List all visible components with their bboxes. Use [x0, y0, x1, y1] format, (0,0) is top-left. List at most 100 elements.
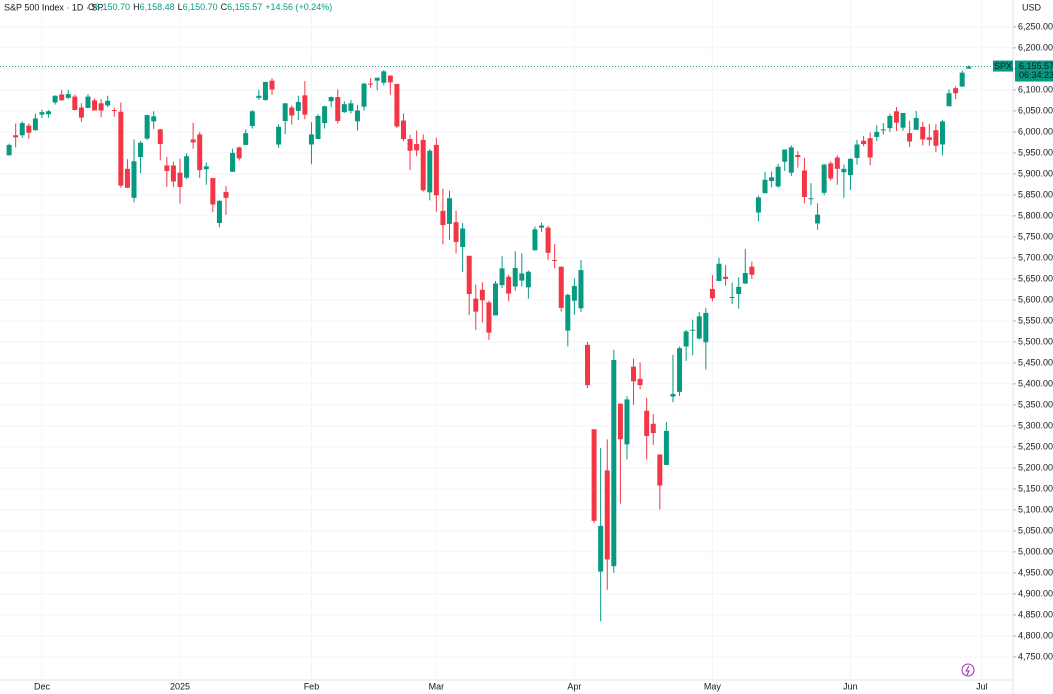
y-tick-label: 5,050.00 — [1018, 525, 1053, 535]
y-tick-label: 6,000.00 — [1018, 126, 1053, 136]
candle-body — [92, 100, 98, 111]
candle-body — [801, 170, 807, 197]
y-tick-label: 6,100.00 — [1018, 84, 1053, 94]
candle-body — [532, 229, 538, 251]
y-tick-label: 5,800.00 — [1018, 210, 1053, 220]
candle-body — [565, 294, 571, 331]
candle-body — [46, 111, 52, 115]
candle-body — [190, 139, 196, 143]
candle-body — [98, 103, 104, 111]
candle-body — [236, 147, 242, 159]
candle-body — [348, 103, 354, 111]
candle-body — [847, 158, 853, 176]
candle-body — [657, 454, 663, 486]
candle-body — [631, 366, 637, 382]
candle-body — [262, 81, 268, 100]
x-tick-label: May — [704, 681, 722, 691]
candle-body — [118, 111, 124, 186]
candle-body — [164, 165, 170, 171]
candle-body — [479, 289, 485, 301]
candle-body — [289, 107, 295, 116]
candle-body — [854, 144, 860, 158]
y-tick-label: 5,700.00 — [1018, 252, 1053, 262]
ohlc-value: 6,150.70 — [95, 2, 130, 12]
y-tick-label: 5,500.00 — [1018, 336, 1053, 346]
candle-body — [276, 126, 282, 145]
candle-body — [755, 197, 761, 213]
candle-body — [920, 126, 926, 140]
candle-body — [558, 266, 564, 308]
y-tick-label: 5,000.00 — [1018, 546, 1053, 556]
candle-body — [598, 525, 604, 572]
candle-body — [742, 273, 748, 284]
candle-body — [230, 152, 236, 172]
candle-body — [644, 410, 650, 436]
candle-body — [59, 94, 65, 101]
ohlc-key: L — [178, 2, 183, 12]
candle-body — [453, 222, 459, 242]
candle-body — [650, 423, 656, 434]
y-tick-label: 5,400.00 — [1018, 378, 1053, 388]
candle-body — [709, 288, 715, 299]
ohlc-values: O6,150.70 H6,158.48 L6,150.70 C6,155.57 +14.… — [88, 2, 332, 12]
candle-body — [624, 399, 630, 445]
candle-body — [506, 276, 512, 294]
candle-body — [105, 100, 111, 106]
x-tick-label: 2025 — [170, 681, 190, 691]
candle-body — [354, 110, 360, 122]
candle-body — [611, 359, 617, 567]
candle-body — [880, 129, 886, 131]
candle-body — [637, 378, 643, 386]
candle-body — [394, 84, 400, 127]
candle-body — [414, 144, 420, 151]
candle-body — [335, 97, 341, 121]
candle-body — [552, 259, 558, 261]
candle-body — [841, 168, 847, 173]
candle-body — [519, 273, 525, 281]
ohlc-value: 6,150.70 — [183, 2, 218, 12]
y-tick-label: 5,150.00 — [1018, 483, 1053, 493]
y-tick-label: 5,750.00 — [1018, 231, 1053, 241]
candle-body — [512, 267, 518, 287]
candle-body — [696, 316, 702, 339]
candle-body — [907, 133, 913, 142]
candle-body — [867, 138, 873, 158]
lightning-icon[interactable] — [961, 663, 975, 677]
candle-body — [861, 140, 867, 145]
price-tag: 6,155.57 — [1019, 61, 1053, 71]
candle-body — [762, 179, 768, 194]
candle-body — [795, 154, 801, 158]
candle-body — [433, 144, 439, 196]
candle-body — [571, 286, 577, 301]
candle-body — [315, 115, 321, 140]
candle-body — [210, 178, 216, 205]
y-tick-label: 5,850.00 — [1018, 189, 1053, 199]
candle-body — [223, 191, 229, 198]
change: +14.56 (+0.24%) — [265, 2, 332, 12]
candle-body — [926, 137, 932, 140]
candle-body — [184, 156, 190, 178]
candle-body — [460, 228, 466, 247]
candle-body — [788, 147, 794, 173]
y-tick-label: 5,300.00 — [1018, 420, 1053, 430]
y-tick-label: 4,900.00 — [1018, 588, 1053, 598]
x-tick-label: Apr — [567, 681, 581, 691]
candle-body — [243, 133, 249, 145]
candle-body — [834, 157, 840, 169]
candle-body — [85, 96, 91, 108]
candle-body — [124, 168, 130, 188]
candle-body — [216, 200, 222, 224]
x-tick-label: Jul — [976, 681, 988, 691]
candle-body — [729, 296, 735, 298]
candle-body — [52, 95, 58, 103]
y-tick-label: 5,100.00 — [1018, 504, 1053, 514]
x-tick-label: Jun — [843, 681, 858, 691]
candle-body — [966, 66, 972, 69]
y-tick-label: 5,950.00 — [1018, 147, 1053, 157]
candle-body — [302, 95, 308, 115]
candle-body — [203, 166, 209, 170]
candle-body — [473, 298, 479, 312]
candle-body — [677, 348, 683, 392]
